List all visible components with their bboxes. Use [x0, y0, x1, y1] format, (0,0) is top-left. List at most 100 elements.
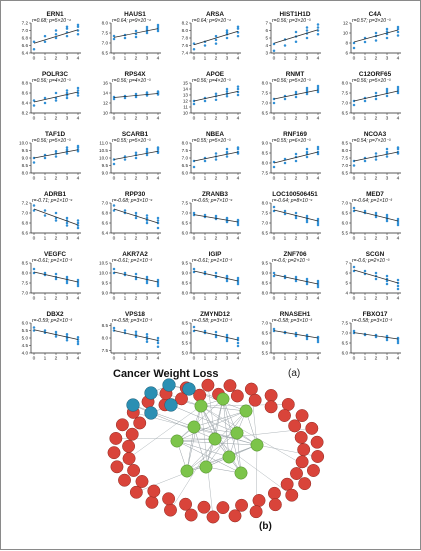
chart-annotation: r=-0.64; p=8×10⁻⁴	[272, 198, 313, 204]
network-node-red	[145, 495, 159, 509]
data-point	[385, 219, 389, 223]
network-node-red	[110, 460, 124, 474]
x-tick-label: 0	[113, 356, 116, 362]
x-tick-label: 1	[204, 236, 207, 242]
data-point	[385, 150, 389, 154]
y-tick-label: 6.4	[102, 231, 109, 236]
chart-title: POLR3C	[42, 71, 68, 78]
x-tick-label: 2	[215, 356, 218, 362]
x-tick-label: 1	[204, 296, 207, 302]
x-tick-label: 1	[284, 356, 287, 362]
x-tick-label: 3	[226, 116, 229, 122]
network-node-red	[268, 498, 282, 512]
y-tick-label: 7.6	[182, 43, 189, 48]
x-tick-label: 4	[77, 176, 80, 182]
y-tick-label: 6.5	[102, 51, 109, 56]
network-node-red	[290, 467, 303, 480]
data-point	[54, 29, 58, 32]
data-point	[156, 219, 160, 222]
data-point	[272, 205, 276, 209]
data-point	[145, 338, 149, 341]
data-point	[112, 209, 116, 212]
data-point	[316, 217, 320, 221]
x-tick-label: 1	[204, 176, 207, 182]
x-tick-label: 1	[124, 116, 127, 122]
network-node-red	[184, 508, 198, 522]
x-tick-label: 2	[55, 236, 58, 242]
data-point	[396, 284, 400, 288]
data-point	[203, 329, 207, 333]
x-tick-label: 0	[33, 296, 36, 302]
data-point	[54, 219, 58, 222]
data-point	[76, 221, 80, 225]
chart-title: HIST1H1D	[280, 11, 311, 18]
data-point	[316, 86, 320, 90]
x-tick-label: 1	[44, 356, 47, 362]
y-tick-label: 8.5	[182, 281, 189, 286]
data-point	[76, 23, 80, 27]
x-tick-label: 2	[135, 176, 138, 182]
x-tick-label: 2	[55, 356, 58, 362]
data-point	[374, 271, 378, 275]
trend-line	[193, 329, 239, 341]
data-point	[305, 36, 309, 40]
data-point	[305, 220, 309, 224]
chart-title: RNASEH1	[280, 311, 311, 318]
x-tick-label: 2	[55, 116, 58, 122]
data-point	[385, 338, 389, 342]
x-tick-label: 3	[306, 236, 309, 242]
network-node-red	[206, 510, 220, 524]
data-point	[112, 204, 116, 207]
network-node-red	[118, 473, 131, 487]
data-point	[225, 29, 229, 32]
y-tick-label: 8.5	[102, 323, 109, 328]
x-tick-label: 2	[135, 296, 138, 302]
chart-title: SCARB1	[122, 131, 149, 138]
y-tick-label: 9.0	[262, 141, 269, 146]
x-tick-label: 0	[273, 236, 276, 242]
y-tick-label: 7.5	[342, 156, 349, 161]
data-point	[203, 213, 207, 217]
y-tick-label: 14	[183, 87, 189, 92]
y-tick-label: 11	[183, 105, 188, 110]
data-point	[134, 277, 138, 281]
data-point	[294, 216, 298, 220]
y-tick-label: 7.5	[102, 348, 109, 353]
data-point	[145, 221, 149, 225]
x-tick-label: 2	[295, 176, 298, 182]
trend-line	[33, 149, 79, 159]
trend-line	[193, 151, 239, 162]
data-point	[396, 217, 400, 221]
network-node-red	[122, 452, 136, 465]
data-point	[396, 87, 400, 91]
data-point	[214, 335, 218, 339]
network-node-red	[135, 475, 149, 488]
data-point	[316, 338, 320, 342]
trend-line	[113, 93, 159, 98]
network-node-red	[298, 477, 312, 491]
x-tick-label: 3	[66, 176, 69, 182]
data-point	[272, 49, 276, 52]
y-tick-label: 8.5	[22, 261, 29, 266]
data-point	[156, 282, 160, 286]
y-tick-label: 6.4	[22, 51, 29, 56]
data-point	[374, 158, 378, 161]
y-tick-label: 7.0	[342, 163, 349, 168]
x-tick-label: 4	[237, 356, 240, 362]
y-tick-label: 5.0	[22, 336, 29, 341]
data-point	[225, 217, 229, 221]
data-point	[236, 276, 240, 280]
x-tick-label: 3	[146, 116, 149, 122]
data-point	[76, 282, 80, 286]
x-tick-label: 0	[273, 176, 276, 182]
data-point	[214, 92, 218, 96]
x-tick-label: 1	[44, 176, 47, 182]
network-edge	[186, 444, 258, 472]
y-tick-label: 6.5	[182, 221, 189, 226]
data-point	[145, 216, 149, 220]
network-node-red	[278, 409, 291, 422]
x-tick-label: 4	[157, 296, 160, 302]
data-point	[203, 270, 207, 274]
